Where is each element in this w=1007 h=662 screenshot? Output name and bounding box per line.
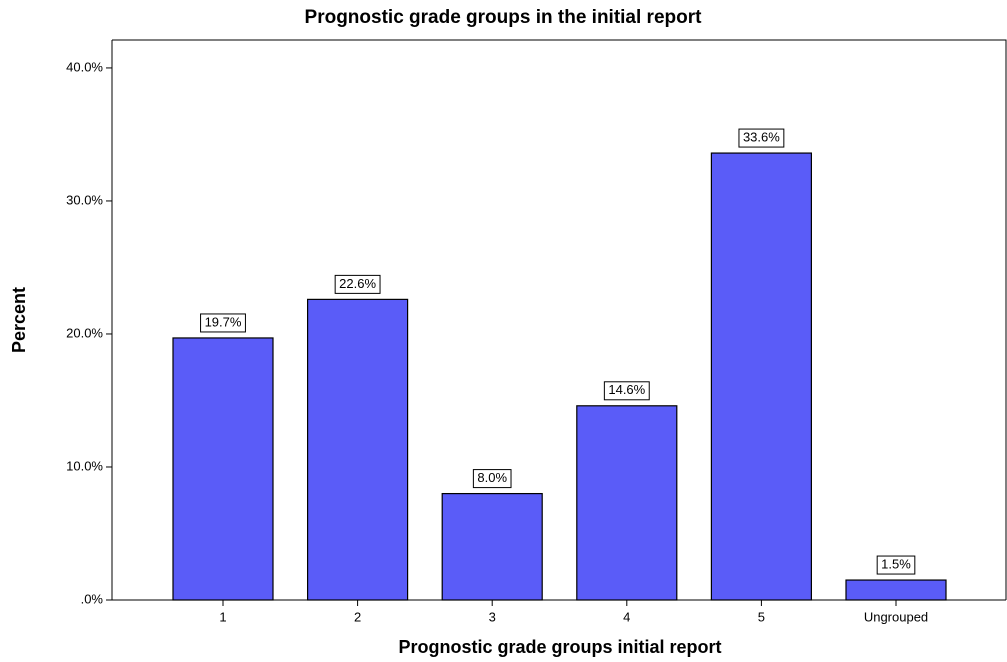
data-label-box	[876, 555, 916, 575]
y-tick-label: 20.0%	[66, 325, 103, 340]
x-tick-label: 1	[219, 609, 226, 624]
y-tick-label: .0%	[81, 591, 104, 606]
bar	[172, 337, 274, 601]
data-label: 33.6%	[743, 130, 780, 145]
bar	[710, 152, 813, 601]
bar	[576, 405, 678, 601]
y-tick-label: 30.0%	[66, 192, 103, 207]
data-label: 22.6%	[339, 276, 376, 291]
data-label-box	[334, 274, 381, 294]
data-label: 19.7%	[205, 314, 242, 329]
data-label: 1.5%	[881, 556, 911, 571]
bar	[307, 298, 409, 601]
y-axis-title: Percent	[9, 287, 29, 353]
plot-frame	[112, 39, 1007, 600]
x-tick-label: Ungrouped	[864, 609, 928, 624]
x-tick-label: 5	[758, 609, 765, 624]
data-label-box	[603, 381, 650, 401]
bar	[845, 579, 947, 601]
y-tick-label: 10.0%	[66, 458, 103, 473]
bar	[441, 492, 543, 601]
x-tick-label: 4	[623, 609, 630, 624]
x-axis-title: Prognostic grade groups initial report	[398, 637, 721, 657]
data-label-box	[738, 128, 785, 148]
y-tick-label: 40.0%	[66, 59, 103, 74]
data-label: 8.0%	[477, 470, 507, 485]
x-tick-label: 2	[354, 609, 361, 624]
data-label-box	[200, 313, 246, 333]
chart-title: Prognostic grade groups in the initial r…	[305, 7, 703, 28]
x-tick-label: 3	[489, 609, 496, 624]
data-label: 14.6%	[608, 382, 645, 397]
data-label-box	[472, 469, 512, 489]
